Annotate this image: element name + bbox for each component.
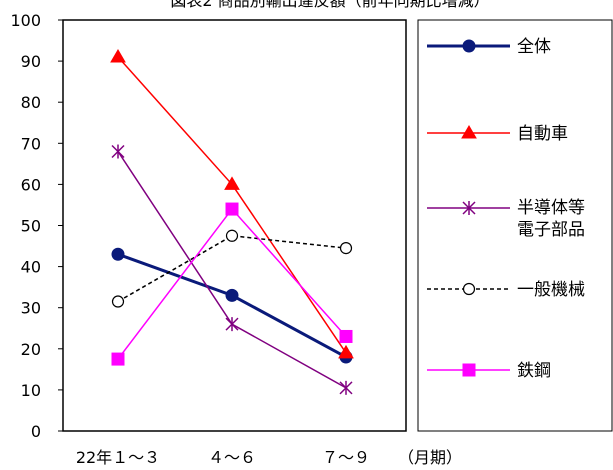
data-point — [224, 176, 240, 190]
legend-label: 自動車 — [517, 124, 568, 144]
y-axis: 0 10 20 30 40 50 60 70 80 90 100 — [10, 11, 63, 441]
legend-marker — [462, 39, 476, 53]
data-point — [111, 295, 125, 308]
y-tick-label: 90 — [21, 52, 41, 71]
data-point — [111, 144, 125, 159]
series-line — [117, 252, 347, 359]
y-tick-label: 40 — [21, 258, 41, 277]
data-point — [111, 352, 125, 366]
series-3 — [111, 229, 353, 308]
y-tick-label: 70 — [21, 134, 41, 153]
legend-label: 半導体等 — [517, 198, 585, 218]
data-point — [225, 317, 239, 332]
legend-label: 全体 — [517, 37, 551, 57]
legend-item: 全体 — [427, 37, 551, 57]
data-point — [110, 48, 126, 63]
data-point — [339, 329, 353, 343]
data-point — [225, 202, 239, 216]
legend-box — [417, 19, 613, 432]
legend-item: 自動車 — [427, 124, 568, 144]
legend-marker — [462, 363, 476, 377]
y-tick-label: 60 — [21, 175, 41, 194]
legend-item: 鉄鋼 — [427, 361, 551, 381]
plot-area-frame — [62, 19, 407, 432]
data-point — [225, 229, 239, 242]
legend-label: 電子部品 — [517, 220, 585, 240]
data-point — [338, 344, 354, 359]
data-point — [225, 288, 239, 302]
y-tick-label: 10 — [21, 381, 41, 400]
legend-marker — [462, 282, 476, 296]
chart-title: 図表2 商品別輸出違反額（前年同期比増減） — [170, 0, 489, 10]
y-tick-label: 80 — [21, 93, 41, 112]
series-0 — [111, 247, 353, 364]
series-line — [117, 235, 347, 303]
series-4 — [111, 202, 353, 366]
x-tick-label: ７～９ — [322, 448, 370, 467]
legend-label: 鉄鋼 — [517, 361, 551, 381]
series-layer — [110, 48, 354, 395]
x-tick-label: 22年１～３ — [76, 448, 160, 467]
legend-label: 一般機械 — [517, 280, 585, 300]
y-tick-label: 20 — [21, 340, 41, 359]
data-point — [111, 247, 125, 261]
series-1 — [110, 48, 354, 359]
data-point — [339, 242, 353, 255]
x-tick-label: ４～６ — [208, 448, 256, 467]
x-axis-unit: （月期） — [398, 448, 462, 467]
x-axis: 22年１～３ ４～６ ７～９ （月期） — [76, 448, 462, 467]
legend-item: 一般機械 — [427, 280, 585, 300]
legend-marker — [462, 201, 476, 215]
legend-marker — [461, 125, 477, 139]
y-tick-label: 100 — [10, 11, 41, 30]
y-tick-label: 0 — [31, 422, 41, 441]
y-tick-label: 50 — [21, 217, 41, 236]
y-tick-label: 30 — [21, 299, 41, 318]
data-point — [339, 380, 353, 395]
series-2 — [111, 144, 353, 395]
